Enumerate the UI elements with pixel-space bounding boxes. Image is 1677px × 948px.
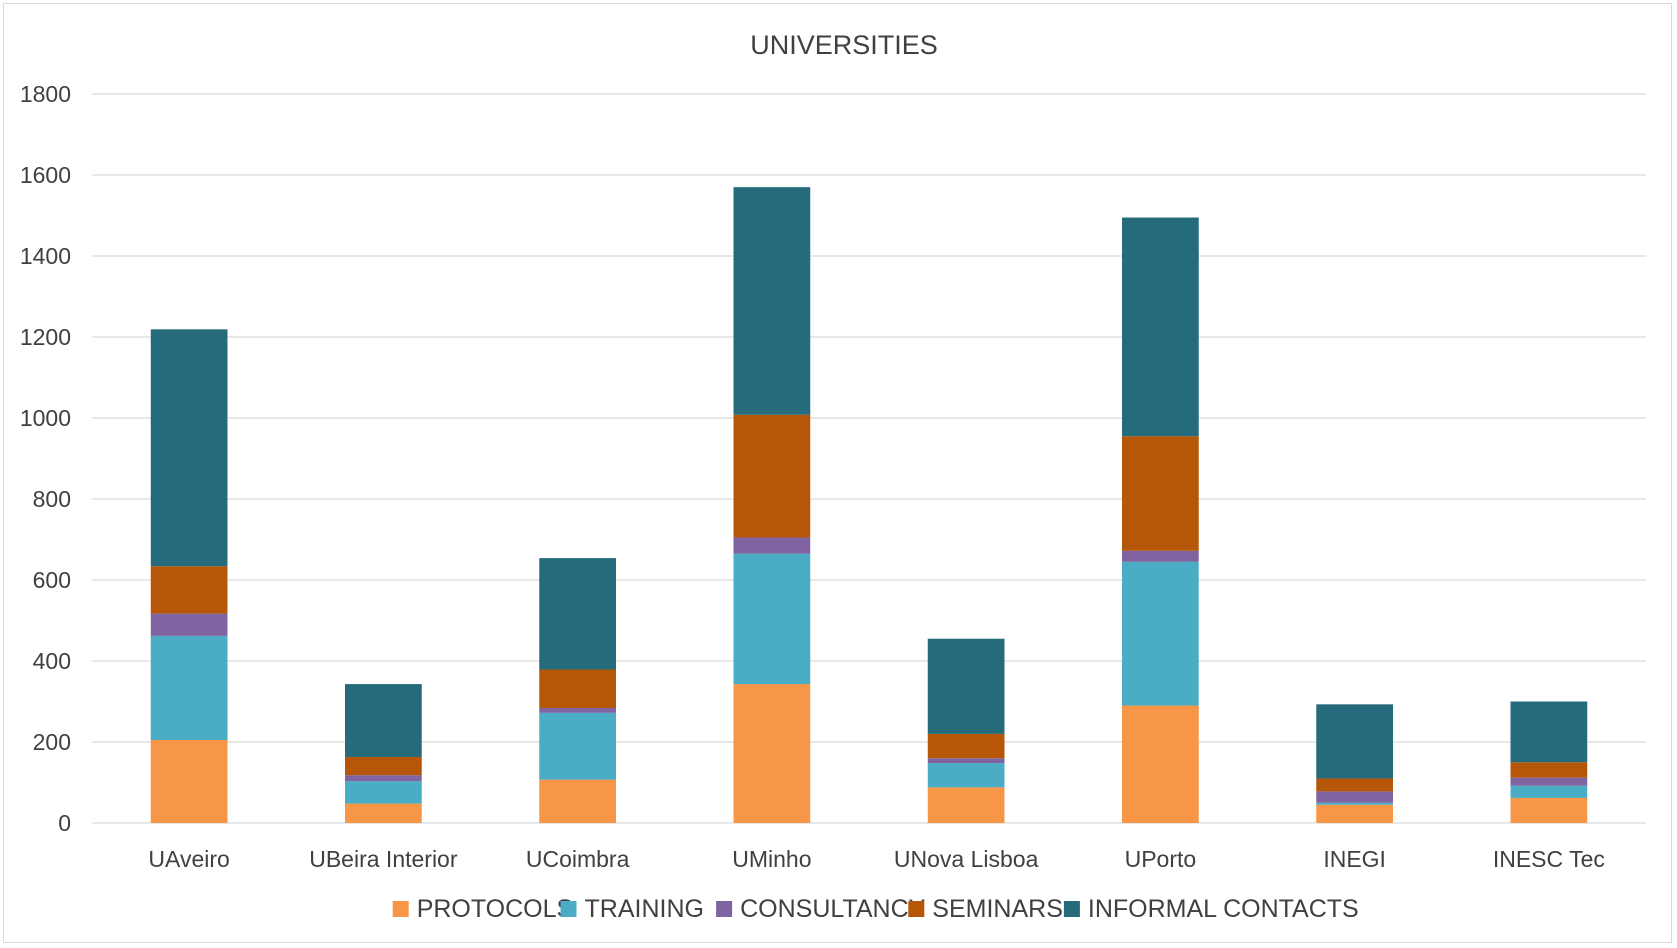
bar-segment [927,638,1005,734]
x-tick-label: INESC Tec [1493,846,1605,872]
bar-segment [733,553,811,685]
bar-segment [345,775,422,782]
bar-segment [539,712,616,780]
bar-segment [539,779,616,823]
legend-swatch [392,901,409,917]
bar-segment [1122,217,1199,437]
bar-segment [539,669,616,708]
y-tick-label: 1800 [20,81,71,107]
y-tick-label: 1200 [20,324,71,350]
x-tick-label: UBeira Interior [309,846,458,872]
bar-segment [1316,791,1393,803]
bar-segment [1316,804,1393,823]
bar-segment [345,756,422,776]
bar-segment [733,414,811,538]
legend-label: SEMINARS [932,895,1063,923]
bar-segment [539,558,616,670]
legend-label: TRAINING [585,895,704,923]
legend-item: SEMINARS [908,895,1063,923]
bar-segment [150,566,228,614]
bar-segment [1510,797,1588,823]
bar-segment [150,635,228,740]
y-tick-label: 1400 [20,243,71,269]
bar-segment [1122,705,1199,823]
bar-segment [150,739,228,823]
x-axis: UAveiro UBeira Interior UCoimbra UMinho UNov… [148,846,1604,872]
x-tick-label: UPorto [1125,846,1197,872]
y-tick-label: 1600 [20,162,71,188]
bar-segment [1510,785,1588,798]
bar-segment [345,781,422,804]
y-tick-label: 400 [33,648,71,674]
bar-segment [1316,704,1393,779]
bar-segment [733,187,811,415]
bar-segment [733,684,811,823]
x-tick-label: UMinho [732,846,811,872]
gridlines [92,93,1646,824]
bar-segment [927,733,1005,759]
bar-segment [345,684,422,757]
stacked-bar-chart: UNIVERSITIES 0 200 400 600 800 1000 1200 1400 16… [20,30,1646,923]
bar-segment [539,707,616,713]
x-tick-label: INEGI [1323,846,1386,872]
legend-swatch [560,901,577,917]
legend-label: INFORMAL CONTACTS [1088,895,1359,923]
legend-label: PROTOCOLS [417,895,574,923]
x-tick-label: UCoimbra [526,846,630,872]
bar-segment [1316,802,1393,805]
legend-item: TRAINING [560,895,704,923]
x-tick-label: UNova Lisboa [894,846,1039,872]
bar-segment [927,758,1005,764]
bars [150,187,1588,823]
bar-segment [1510,701,1588,763]
legend-item: PROTOCOLS [392,895,574,923]
bar-segment [150,329,228,567]
x-tick-label: UAveiro [148,846,229,872]
chart-title: UNIVERSITIES [750,30,938,60]
chart-frame: UNIVERSITIES 0 200 400 600 800 1000 1200 1400 16… [3,3,1672,943]
bar-segment [1510,777,1588,786]
y-tick-label: 200 [33,729,71,755]
bar-segment [150,613,228,636]
legend-swatch [908,901,925,917]
bar-segment [1122,436,1199,551]
legend: PROTOCOLS TRAINING CONSULTANCY SEMINARS INFO… [392,895,1359,923]
y-tick-label: 600 [33,567,71,593]
y-tick-label: 800 [33,486,71,512]
y-tick-label: 0 [58,810,71,836]
bar-segment [1510,762,1588,778]
y-tick-label: 1000 [20,405,71,431]
legend-swatch [1063,901,1080,917]
y-axis: 0 200 400 600 800 1000 1200 1400 1600 1800 [20,81,71,836]
legend-label: CONSULTANCY [740,895,926,923]
bar-segment [927,787,1005,823]
bar-segment [1122,561,1199,706]
legend-item: INFORMAL CONTACTS [1063,895,1359,923]
legend-item: CONSULTANCY [716,895,926,923]
legend-swatch [716,901,733,917]
bar-segment [1316,778,1393,792]
bar-segment [1122,550,1199,562]
bar-segment [733,537,811,554]
bar-segment [345,803,422,823]
bar-segment [927,763,1005,788]
